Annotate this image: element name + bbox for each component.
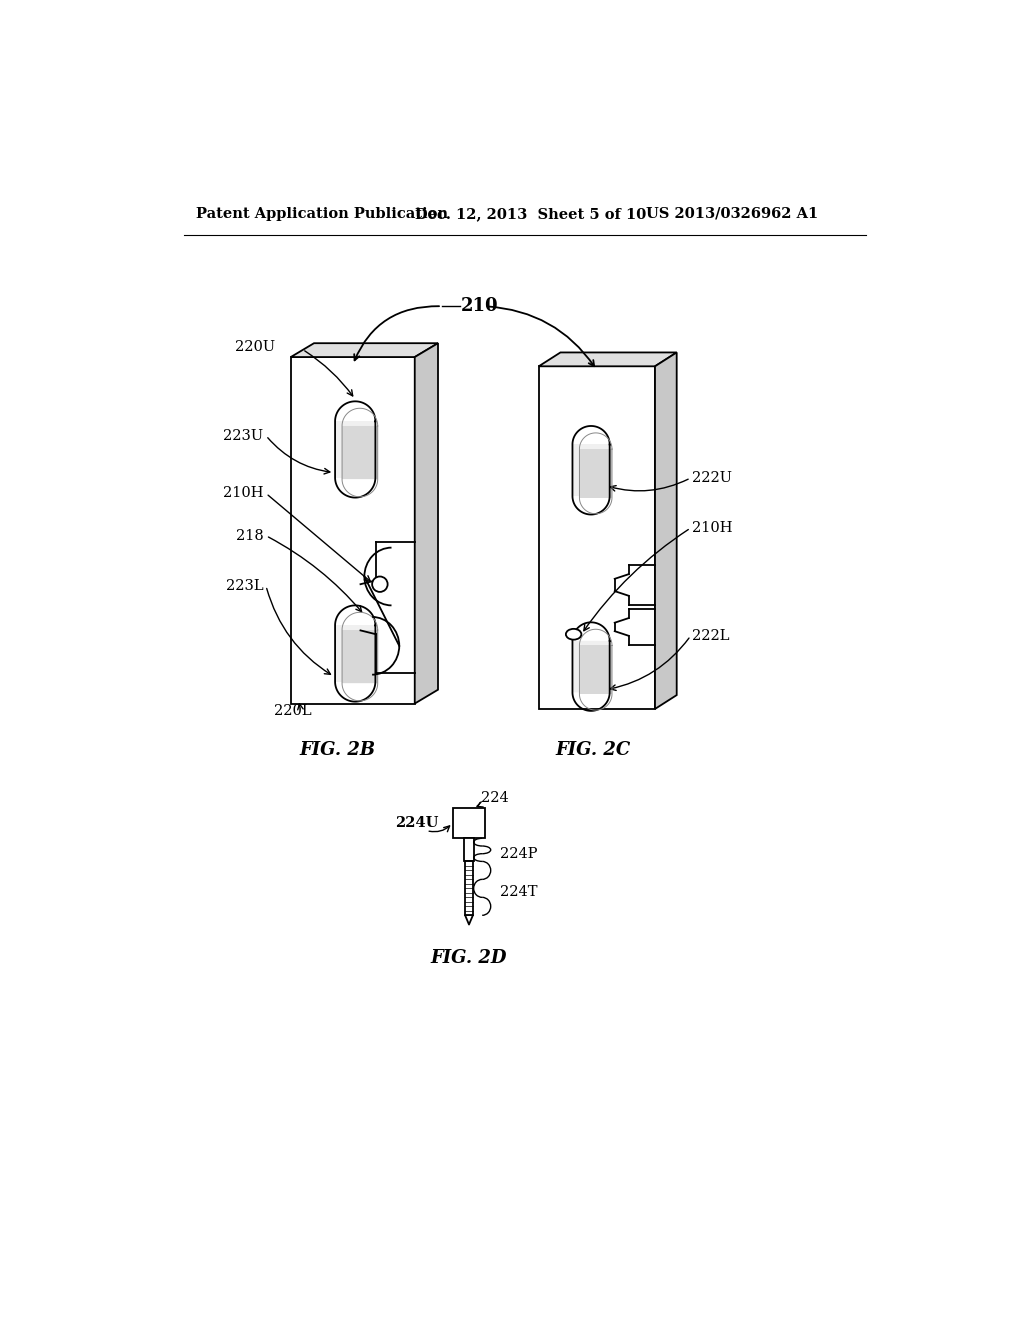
Wedge shape (342, 426, 378, 444)
Bar (572, 445, 609, 496)
Bar (453, 808, 485, 838)
Wedge shape (580, 645, 612, 661)
Wedge shape (342, 630, 378, 648)
Text: FIG. 2C: FIG. 2C (555, 741, 631, 759)
Wedge shape (572, 478, 609, 496)
Wedge shape (572, 640, 609, 659)
Text: 223U: 223U (223, 429, 263, 442)
Text: 224U: 224U (395, 816, 438, 830)
Polygon shape (291, 358, 415, 704)
Text: 210H: 210H (223, 486, 263, 500)
Text: Dec. 12, 2013  Sheet 5 of 10: Dec. 12, 2013 Sheet 5 of 10 (415, 207, 646, 220)
Bar (572, 640, 609, 693)
Wedge shape (572, 675, 609, 693)
Text: FIG. 2B: FIG. 2B (299, 741, 376, 759)
Text: 210: 210 (461, 297, 499, 315)
Text: 210H: 210H (692, 521, 733, 535)
Wedge shape (580, 449, 612, 465)
Polygon shape (291, 343, 438, 358)
Text: 224: 224 (480, 791, 508, 804)
Wedge shape (580, 482, 612, 498)
Polygon shape (415, 343, 438, 704)
Polygon shape (655, 352, 677, 709)
Wedge shape (572, 445, 609, 463)
Bar (580, 449, 612, 498)
Text: 224P: 224P (500, 846, 538, 861)
Bar (580, 645, 612, 694)
Bar (335, 421, 376, 478)
Text: 222U: 222U (692, 471, 732, 484)
Text: 223L: 223L (226, 578, 263, 593)
Wedge shape (335, 458, 376, 478)
Wedge shape (335, 661, 376, 681)
Text: Patent Application Publication: Patent Application Publication (197, 207, 449, 220)
Wedge shape (335, 626, 376, 645)
Wedge shape (335, 421, 376, 441)
Text: 220U: 220U (236, 341, 275, 354)
Polygon shape (539, 352, 677, 367)
Text: 224T: 224T (500, 886, 538, 899)
Wedge shape (342, 462, 378, 479)
Polygon shape (539, 367, 655, 709)
Bar (335, 626, 376, 681)
Bar (342, 426, 378, 479)
Text: 218: 218 (236, 529, 263, 543)
Ellipse shape (566, 628, 582, 640)
Bar (465, 862, 473, 915)
Wedge shape (342, 665, 378, 684)
Text: US 2013/0326962 A1: US 2013/0326962 A1 (646, 207, 818, 220)
Text: FIG. 2D: FIG. 2D (431, 949, 507, 966)
Bar (464, 838, 474, 862)
Text: 222L: 222L (692, 628, 730, 643)
Bar (342, 630, 378, 684)
Wedge shape (580, 677, 612, 694)
Circle shape (372, 577, 388, 591)
Text: 220L: 220L (273, 705, 311, 718)
